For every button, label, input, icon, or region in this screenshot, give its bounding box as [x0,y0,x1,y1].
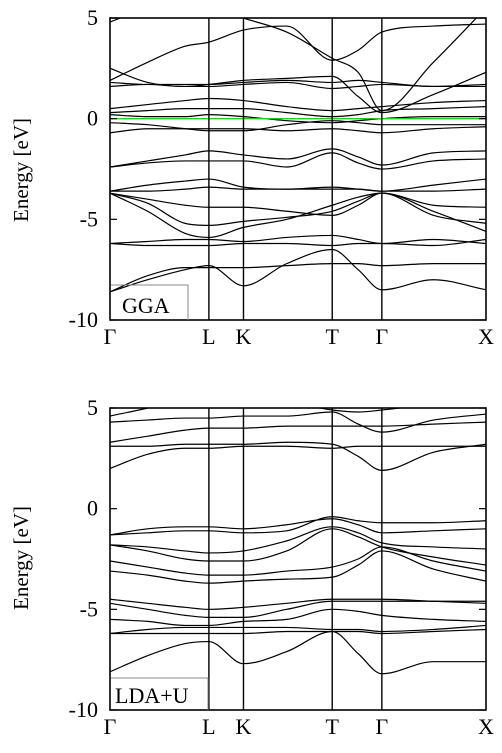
gga-band-10 [110,148,486,168]
ldau-band-12 [110,445,486,469]
gga-band-15 [110,97,486,112]
gga-kpoint-label: X [478,324,494,349]
gga-y-ticks: 5 0 -5 -10 [69,5,486,332]
ldau-band-9 [110,526,486,554]
ldau-kpoint-lines [208,408,383,710]
ldau-band-7 [110,546,486,576]
gga-band-9 [110,152,486,170]
ldau-band-6 [110,550,486,584]
ldau-plot-frame [109,407,487,711]
ldau-band-4 [110,600,486,618]
gga-band-4 [110,192,486,239]
ldau-kpoint-label: X [478,714,494,739]
gga-band-12 [110,120,486,132]
ldau-y-ticks: 5 0 -5 -10 [69,395,486,722]
ldau-band-2 [110,624,486,635]
gga-ytick-label: 5 [87,5,98,30]
ldau-band-0 [110,630,486,675]
ldau-panel-label-box: LDA+U [111,677,209,710]
ldau-panel-label: LDA+U [115,683,189,708]
gga-band-17 [110,79,486,88]
gga-band-1 [110,263,486,293]
gga-band-6 [110,192,486,216]
ldau-ytick-label: 0 [87,496,98,521]
ldau-ytick-label: -5 [80,596,98,621]
ldau-ytick-label: 5 [87,395,98,420]
ldau-band-10 [110,518,486,536]
ldau-band-3 [110,608,486,627]
ldau-band-8 [110,528,486,566]
ldau-band-1 [110,628,486,635]
ldau-ylabel: Energy [eV] [9,506,33,610]
gga-band-3 [110,234,486,245]
ldau-kpoint-label: Γ [104,714,117,739]
gga-ytick-label: -10 [69,307,98,332]
gga-band-8 [110,178,486,192]
ldau-band-13 [110,441,486,472]
gga-panel-label-box: GGA [111,284,189,320]
gga-bands [110,18,486,293]
gga-band-20 [110,18,478,112]
gga-band-13 [110,114,486,124]
gga-kpoint-label: Γ [375,324,388,349]
ldau-kpoint-label: K [236,714,252,739]
gga-kpoint-label: L [202,324,215,349]
gga-band-0 [110,248,486,293]
gga-ylabel: Energy [eV] [9,118,33,222]
gga-plot-frame [109,17,487,321]
ldau-kpoint-label: Γ [375,714,388,739]
gga-kpoint-label: Γ [104,324,117,349]
ldau-band-15 [110,411,486,433]
gga-band-2 [110,238,486,247]
ldau-bands [110,408,486,675]
ldau-band-5 [110,598,486,610]
ldau-kpoint-label: T [325,714,339,739]
gga-band-19 [110,23,486,81]
gga-kpoint-label: T [325,324,339,349]
gga-band-18 [110,67,486,114]
ldau-band-14 [110,421,486,443]
gga-ytick-label: 0 [87,106,98,131]
ldau-ytick-label: -10 [69,697,98,722]
ldau-kpoint-label: L [202,714,215,739]
gga-ytick-label: -5 [80,206,98,231]
gga-kpoint-lines [208,18,383,320]
gga-band-11 [110,126,486,134]
gga-kpoint-label: K [236,324,252,349]
ldau-band-11 [110,516,486,536]
gga-panel-label: GGA [122,293,170,318]
ldau-band-16 [110,408,405,417]
